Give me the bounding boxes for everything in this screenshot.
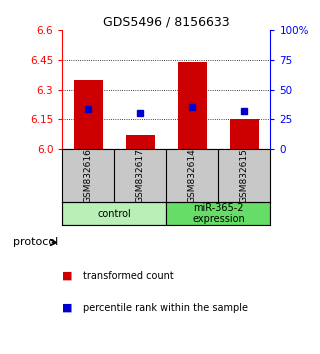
Text: GSM832614: GSM832614 — [188, 148, 197, 203]
Bar — [178, 62, 207, 149]
Text: GSM832616: GSM832616 — [84, 148, 93, 203]
Text: percentile rank within the sample: percentile rank within the sample — [83, 303, 248, 313]
Bar — [74, 80, 103, 149]
Text: miR-365-2
expression: miR-365-2 expression — [192, 203, 245, 224]
Title: GDS5496 / 8156633: GDS5496 / 8156633 — [103, 16, 230, 29]
Text: GSM832617: GSM832617 — [136, 148, 145, 203]
Text: ■: ■ — [62, 271, 73, 281]
Bar — [230, 120, 259, 149]
Bar — [62, 202, 166, 225]
Text: control: control — [98, 209, 131, 218]
Bar — [166, 202, 270, 225]
Text: transformed count: transformed count — [83, 271, 174, 281]
Bar — [126, 135, 155, 149]
Text: protocol: protocol — [13, 238, 58, 247]
Text: ■: ■ — [62, 303, 73, 313]
Text: GSM832615: GSM832615 — [240, 148, 249, 203]
